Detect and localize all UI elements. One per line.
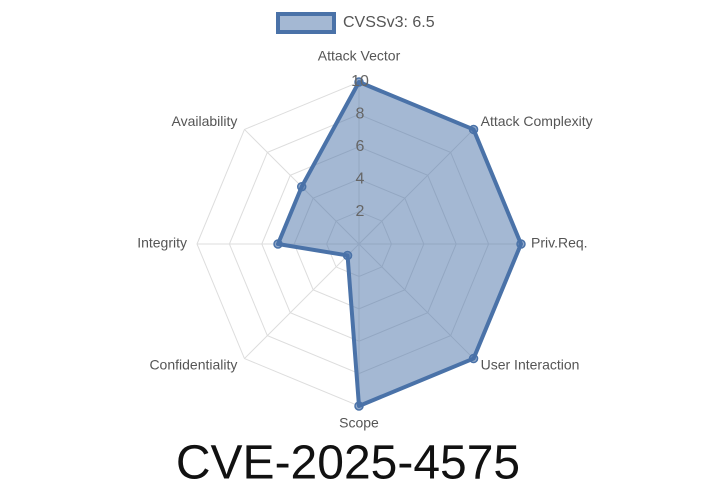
grid-spoke [244, 243, 360, 359]
category-label: Confidentiality [149, 356, 237, 372]
category-label: Integrity [137, 235, 187, 251]
radar-point [273, 239, 283, 249]
r-tick-label: 6 [356, 138, 365, 155]
r-tick-label: 4 [356, 170, 365, 187]
radar-point [516, 239, 526, 249]
chart-title: CVE-2025-4575 [176, 437, 520, 490]
radar-point [468, 124, 479, 135]
radar-point [354, 401, 364, 411]
legend-swatch [276, 12, 336, 34]
category-label: Attack Complexity [481, 113, 593, 129]
legend-label: CVSSv3: 6.5 [343, 14, 435, 31]
r-tick-label: 10 [351, 73, 369, 90]
radar-point [468, 353, 479, 364]
radar-point [342, 250, 353, 261]
radar-point [354, 77, 364, 87]
category-label: User Interaction [481, 356, 580, 372]
radar-point [296, 181, 307, 192]
category-label: Attack Vector [318, 48, 401, 64]
category-label: Scope [339, 415, 379, 431]
r-tick-label: 8 [356, 106, 365, 123]
category-label: Availability [171, 113, 237, 129]
r-tick-label: 2 [356, 203, 365, 220]
category-label: Priv.Req. [531, 235, 588, 251]
